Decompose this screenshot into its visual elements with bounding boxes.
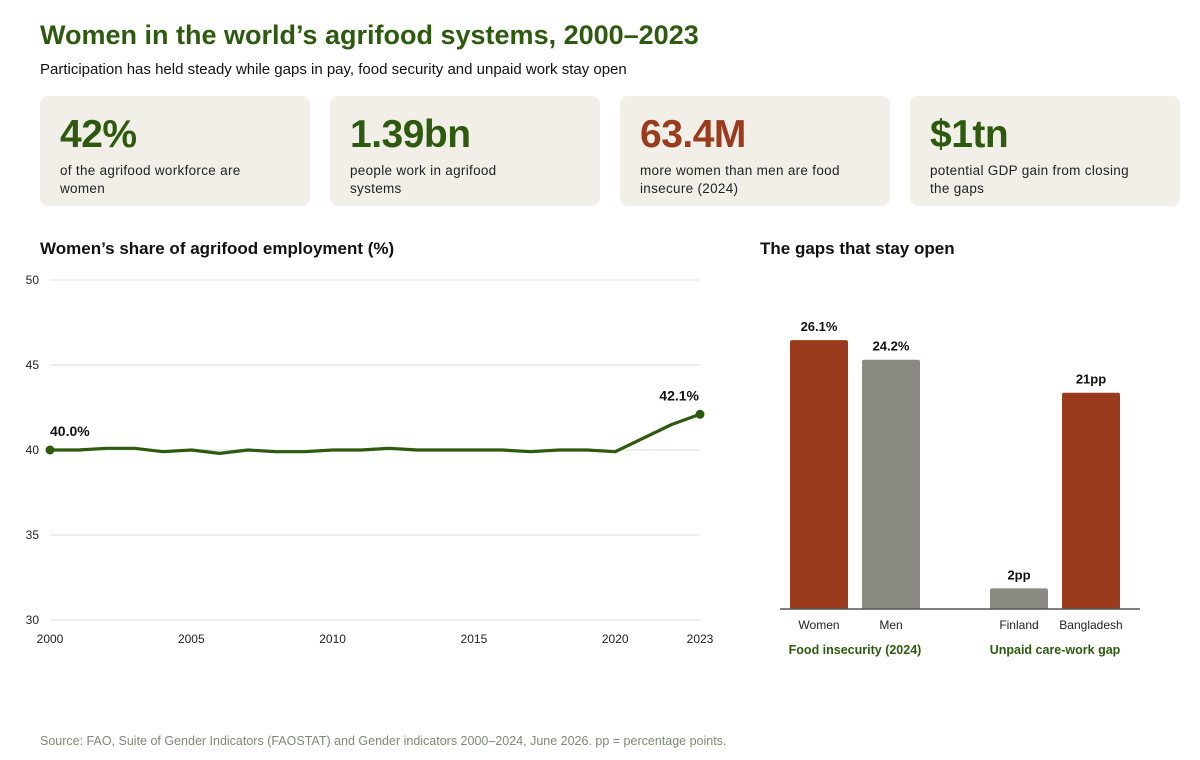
data-point bbox=[695, 409, 705, 419]
x-tick-label: 2015 bbox=[461, 632, 488, 646]
x-tick-label: 2023 bbox=[687, 632, 714, 646]
y-tick-label: 50 bbox=[26, 273, 40, 287]
bar-category-label: Bangladesh bbox=[1059, 618, 1122, 632]
stat-label: potential GDP gain from closing the gaps bbox=[930, 163, 1129, 196]
line-chart: 30 35 40 45 50 2000 2005 2010 2015 2020 2023 40.0% 4… bbox=[26, 273, 714, 646]
page-title: Women in the world’s agrifood systems, 2… bbox=[40, 20, 699, 50]
bar-category-label: Women bbox=[798, 618, 839, 632]
series-line bbox=[48, 412, 702, 455]
stat-value: $1tn bbox=[930, 113, 1009, 156]
bar bbox=[1062, 392, 1120, 609]
y-tick-label: 45 bbox=[26, 358, 40, 372]
stat-card-gdp-gain: $1tn potential GDP gain from closing the… bbox=[910, 96, 1180, 206]
x-tick-label: 2020 bbox=[602, 632, 629, 646]
bar bbox=[990, 588, 1048, 609]
stat-label: of the agrifood workforce are women bbox=[60, 163, 241, 196]
source-note: Source: FAO, Suite of Gender Indicators … bbox=[40, 734, 727, 748]
y-tick-label: 40 bbox=[26, 443, 40, 457]
x-tick-label: 2010 bbox=[319, 632, 346, 646]
stat-value: 1.39bn bbox=[350, 113, 471, 156]
data-label: 42.1% bbox=[659, 387, 699, 403]
stat-card-workforce-share: 42% of the agrifood workforce are women bbox=[40, 96, 310, 206]
data-label: 40.0% bbox=[50, 423, 90, 439]
bar-chart-title: The gaps that stay open bbox=[760, 239, 955, 258]
stat-card-agrifood-workers: 1.39bn people work in agrifood systems bbox=[330, 96, 600, 206]
group-label: Food insecurity (2024) bbox=[789, 643, 922, 657]
bar-chart: 26.1% Women 24.2% Men 2pp Finland 21pp Banglade… bbox=[780, 319, 1140, 657]
bar-value-label: 2pp bbox=[1007, 567, 1030, 582]
bar-category-label: Finland bbox=[999, 618, 1038, 632]
x-tick-label: 2005 bbox=[178, 632, 205, 646]
bar-value-label: 21pp bbox=[1076, 372, 1106, 387]
y-tick-label: 35 bbox=[26, 528, 40, 542]
stat-label: people work in agrifood systems bbox=[350, 163, 497, 196]
page-subtitle: Participation has held steady while gaps… bbox=[40, 61, 627, 78]
bar-category-label: Men bbox=[879, 618, 902, 632]
data-point bbox=[45, 445, 55, 455]
y-tick-label: 30 bbox=[26, 613, 40, 627]
stat-value: 42% bbox=[60, 113, 137, 156]
x-tick-label: 2000 bbox=[37, 632, 64, 646]
stat-value: 63.4M bbox=[640, 113, 746, 156]
stat-label: more women than men are food insecure (2… bbox=[640, 163, 840, 196]
group-label: Unpaid care-work gap bbox=[990, 643, 1121, 657]
line-chart-title: Women’s share of agrifood employment (%) bbox=[40, 239, 395, 258]
stat-card-food-insecurity: 63.4M more women than men are food insec… bbox=[620, 96, 890, 206]
bar-value-label: 26.1% bbox=[801, 319, 838, 334]
bar-value-label: 24.2% bbox=[873, 339, 910, 354]
bar bbox=[790, 340, 848, 609]
bar bbox=[862, 359, 920, 609]
